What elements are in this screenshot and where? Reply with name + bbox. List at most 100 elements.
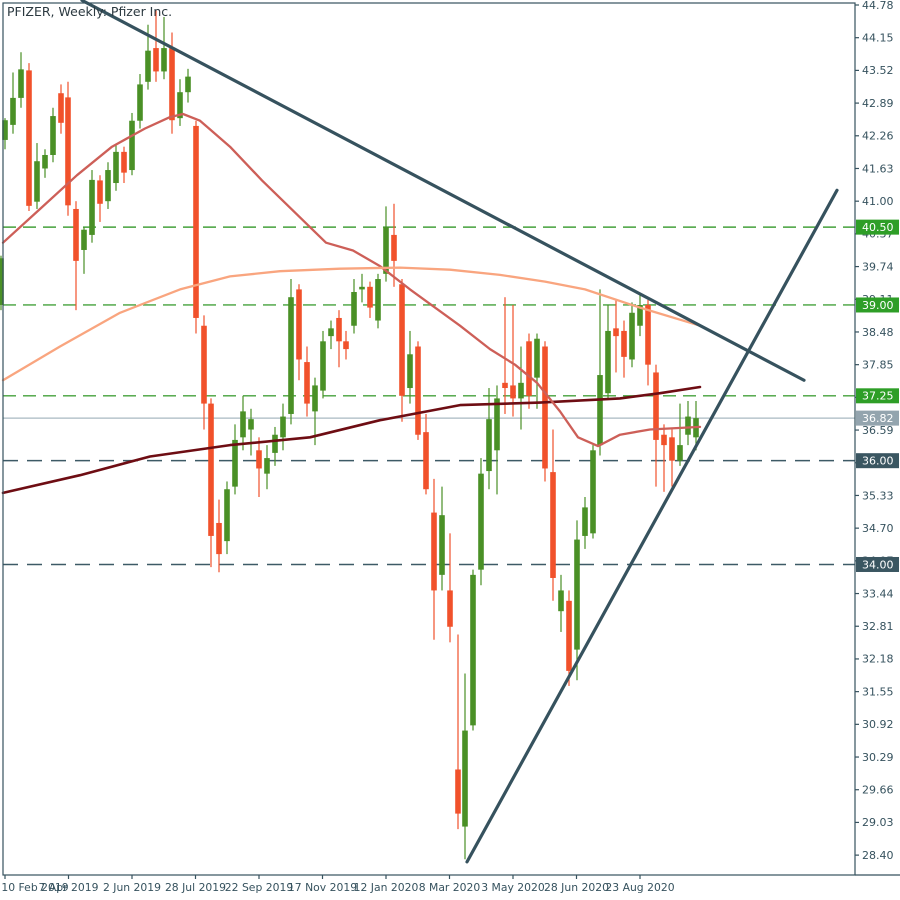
candle-body	[201, 325, 207, 404]
candlestick-up	[34, 143, 40, 209]
candle-body	[407, 354, 413, 389]
y-tick-label: 30.29	[862, 751, 894, 764]
candlestick-down	[343, 330, 349, 360]
price-badge-text: 39.00	[862, 299, 894, 312]
price-badge-text: 37.25	[862, 390, 894, 403]
candle-body	[336, 317, 342, 342]
y-tick-label: 41.00	[862, 195, 894, 208]
candlestick-down	[58, 84, 64, 134]
candle-body	[264, 458, 270, 474]
candlestick-up	[248, 408, 254, 456]
candlestick-up	[280, 403, 286, 451]
ma-mid-salmon	[1, 266, 702, 382]
candle-body	[431, 512, 437, 591]
candle-body	[193, 125, 199, 318]
candlestick-down	[391, 203, 397, 287]
candlestick-down	[296, 284, 302, 381]
x-tick-label: 23 Aug 2020	[605, 881, 674, 894]
candlestick-down	[510, 304, 516, 417]
candle-body	[383, 227, 389, 274]
y-tick-label: 33.44	[862, 587, 894, 600]
candle-body	[566, 600, 572, 671]
y-tick-label: 32.81	[862, 620, 894, 633]
candlestick-down	[304, 346, 310, 417]
price-badge-40.50: 40.50	[856, 219, 899, 235]
candles-layer	[0, 10, 699, 860]
y-tick-label: 38.48	[862, 326, 894, 339]
candlestick-up	[582, 497, 588, 549]
candlestick-up	[240, 395, 246, 451]
candle-body	[510, 385, 516, 399]
candlestick-up	[232, 424, 238, 495]
candle-body	[605, 330, 611, 394]
candlestick-up	[597, 289, 603, 456]
x-tick-label: 10 Feb 2019	[1, 881, 68, 894]
candle-body	[216, 522, 222, 555]
candle-body	[685, 416, 691, 435]
candlestick-down	[97, 175, 103, 222]
x-tick-label: 17 Nov 2019	[288, 881, 357, 894]
candlestick-up	[81, 227, 87, 274]
price-badge-text: 36.00	[862, 454, 894, 467]
candlestick-down	[645, 299, 651, 386]
price-badge-36.82: 36.82	[856, 410, 899, 426]
candle-body	[73, 208, 79, 261]
candle-body	[312, 385, 318, 412]
candlestick-up	[590, 445, 596, 539]
x-tick-label: 28 Jul 2019	[165, 881, 226, 894]
candlestick-down	[153, 10, 159, 82]
candlestick-up	[478, 458, 484, 586]
candle-body	[550, 472, 556, 578]
candlestick-up	[288, 279, 294, 425]
candle-body	[137, 84, 143, 121]
candle-body	[367, 286, 373, 308]
y-tick-label: 31.55	[862, 685, 894, 698]
price-badge-bg	[856, 556, 899, 572]
candlestick-up	[574, 520, 580, 681]
price-badge-text: 36.82	[862, 412, 894, 425]
y-axis-layer: 44.7844.1543.5242.8942.2641.6341.0040.37…	[855, 0, 894, 862]
candlestick-down	[566, 590, 572, 686]
price-badge-text: 34.00	[862, 558, 894, 571]
candle-body	[50, 116, 56, 155]
candle-body	[470, 574, 476, 726]
y-tick-label: 28.40	[862, 849, 894, 862]
candlestick-up	[462, 673, 468, 860]
candlestick-up	[320, 330, 326, 399]
candle-body	[328, 328, 334, 337]
candlestick-up	[89, 170, 95, 243]
chart-title: PFIZER, Weekly: Pfizer Inc.	[7, 4, 173, 19]
price-badges-layer: 40.50 39.00 37.25 36.82 36.00 34.00	[856, 219, 899, 572]
y-tick-label: 30.92	[862, 718, 894, 731]
candlestick-down	[613, 299, 619, 373]
candle-body	[113, 151, 119, 184]
candle-body	[613, 328, 619, 337]
candle-body	[320, 341, 326, 391]
candlestick-down	[415, 341, 421, 440]
candle-body	[359, 286, 365, 290]
candlestick-up	[383, 206, 389, 282]
candle-body	[256, 450, 262, 469]
candle-body	[677, 445, 683, 461]
candle-body	[439, 515, 445, 575]
candlestick-down	[502, 297, 508, 414]
candle-body	[526, 341, 532, 396]
candle-body	[455, 769, 461, 814]
candle-body	[280, 416, 286, 438]
y-tick-label: 34.70	[862, 522, 894, 535]
candlestick-up	[534, 333, 540, 409]
candle-body	[0, 258, 4, 305]
y-tick-label: 32.18	[862, 653, 894, 666]
candle-body	[18, 69, 24, 98]
candle-body	[65, 97, 71, 206]
candle-body	[534, 338, 540, 378]
candle-body	[161, 48, 167, 72]
y-tick-label: 29.03	[862, 816, 894, 829]
candlestick-up	[359, 273, 365, 303]
candlestick-up	[518, 346, 524, 430]
candlestick-up	[50, 107, 56, 163]
candle-body	[375, 279, 381, 321]
